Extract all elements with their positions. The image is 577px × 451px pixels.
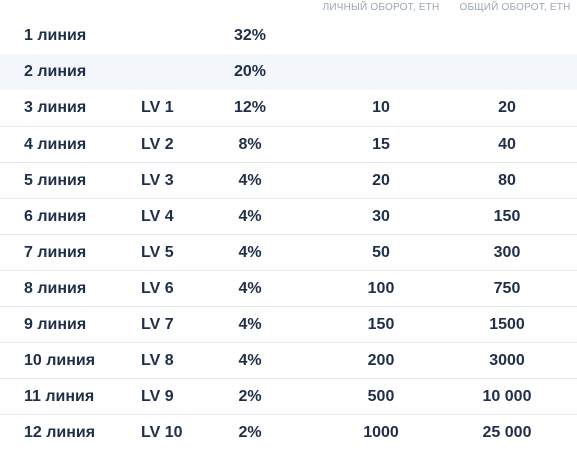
percent-value: 2% [238,424,262,441]
header-personal-turnover: ЛИЧНЫЙ ОБОРОТ, ETH [322,2,440,13]
line-label: 9 линия [24,316,87,333]
table-row: 6 линия LV 4 4% 30 150 [0,198,577,234]
percent-value: 20% [233,63,267,80]
table-row: 9 линия LV 7 4% 150 1500 [0,306,577,342]
level-label: LV 9 [141,388,174,405]
header-total-turnover: ОБЩИЙ ОБОРОТ, ETH [459,2,571,13]
level-label: LV 4 [141,208,174,225]
personal-turnover-value: 20 [372,172,390,189]
table-row: 1 линия 32% [0,18,577,54]
total-turnover-value: 40 [498,136,516,153]
personal-turnover-value: 100 [367,280,395,297]
total-turnover-value: 10 000 [482,388,532,405]
line-label: 2 линия [24,63,87,80]
line-label: 6 линия [24,208,87,225]
personal-turnover-value: 50 [372,244,390,261]
level-label: LV 3 [141,172,174,189]
percent-value: 12% [233,99,267,116]
level-label: LV 5 [141,244,174,261]
table-row: 8 линия LV 6 4% 100 750 [0,270,577,306]
table-row: 10 линия LV 8 4% 200 3000 [0,342,577,378]
total-turnover-value: 300 [493,244,521,261]
table-row: 11 линия LV 9 2% 500 10 000 [0,378,577,414]
personal-turnover-value: 150 [367,316,395,333]
line-label: 7 линия [24,244,87,261]
total-turnover-value: 20 [498,99,516,116]
percent-value: 2% [238,388,262,405]
personal-turnover-value: 30 [372,208,390,225]
total-turnover-value: 3000 [489,352,525,369]
line-label: 11 линия [24,388,95,405]
percent-value: 4% [238,244,262,261]
table-body: 1 линия 32% 2 линия 20% 3 линия LV 1 12%… [0,18,577,450]
line-label: 12 линия [24,424,96,441]
table-row: 2 линия 20% [0,54,577,90]
line-label: 8 линия [24,280,87,297]
personal-turnover-value: 500 [367,388,395,405]
level-label: LV 10 [141,424,183,441]
percent-value: 4% [238,316,262,333]
line-label: 3 линия [24,99,87,116]
personal-turnover-value: 200 [367,352,395,369]
level-label: LV 6 [141,280,174,297]
table-header: ЛИЧНЫЙ ОБОРОТ, ETH ОБЩИЙ ОБОРОТ, ETH [0,0,577,18]
table-row: 4 линия LV 2 8% 15 40 [0,126,577,162]
percent-value: 4% [238,352,262,369]
personal-turnover-value: 1000 [363,424,399,441]
table-row: 5 линия LV 3 4% 20 80 [0,162,577,198]
total-turnover-value: 80 [498,172,516,189]
line-label: 10 линия [24,352,96,369]
total-turnover-value: 25 000 [482,424,532,441]
percent-value: 4% [238,172,262,189]
percent-value: 4% [238,208,262,225]
line-label: 4 линия [24,136,87,153]
level-label: LV 1 [141,99,174,116]
level-label: LV 2 [141,136,174,153]
percent-value: 32% [233,27,267,44]
table-row: 7 линия LV 5 4% 50 300 [0,234,577,270]
personal-turnover-value: 15 [372,136,390,153]
line-label: 5 линия [24,172,87,189]
percent-value: 4% [238,280,262,297]
total-turnover-value: 750 [493,280,521,297]
table-row: 3 линия LV 1 12% 10 20 [0,90,577,126]
total-turnover-value: 1500 [489,316,525,333]
percent-value: 8% [238,136,262,153]
personal-turnover-value: 10 [372,99,390,116]
level-label: LV 8 [141,352,174,369]
total-turnover-value: 150 [493,208,521,225]
table-row: 12 линия LV 10 2% 1000 25 000 [0,414,577,450]
line-label: 1 линия [24,27,87,44]
level-label: LV 7 [141,316,174,333]
